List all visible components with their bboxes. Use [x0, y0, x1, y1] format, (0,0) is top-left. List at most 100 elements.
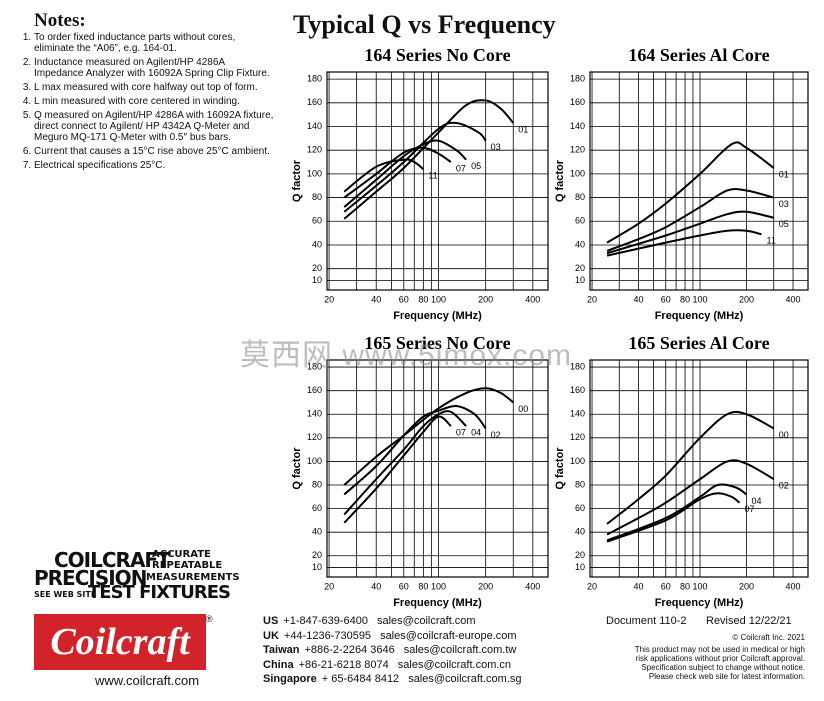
contact-email: sales@coilcraft.com — [377, 615, 476, 627]
curve-label: 04 — [752, 496, 762, 506]
x-axis-label: Frequency (MHz) — [393, 310, 482, 322]
curve-label: 02 — [779, 480, 789, 490]
brand-text: PRECISION — [34, 566, 147, 590]
note-item: Q measured on Agilent/HP 4286A with 1609… — [34, 110, 274, 143]
curve — [606, 459, 775, 536]
curve-label: 04 — [471, 427, 481, 437]
registered: ® — [206, 614, 213, 624]
logo: Coilcraft — [34, 614, 206, 670]
page-title: Typical Q vs Frequency — [293, 10, 556, 39]
x-tick-label: 60 — [661, 581, 671, 591]
y-tick-label: 140 — [570, 409, 585, 419]
curve — [606, 410, 775, 525]
disclaimer-line: Specification subject to change without … — [641, 663, 805, 672]
y-tick-label: 180 — [570, 73, 585, 83]
y-tick-label: 20 — [312, 263, 322, 273]
note-item: Electrical specifications 25°C. — [34, 160, 274, 171]
y-tick-label: 40 — [575, 239, 585, 249]
brand-text: COILCRAFT — [54, 548, 171, 572]
y-tick-label: 160 — [307, 385, 322, 395]
y-tick-label: 140 — [307, 409, 322, 419]
contact-region: China — [263, 658, 294, 671]
y-tick-label: 10 — [575, 562, 585, 572]
plot-frame — [589, 71, 809, 291]
x-tick-label: 400 — [786, 294, 801, 304]
curve-label: 05 — [779, 219, 789, 229]
y-tick-label: 100 — [307, 168, 322, 178]
contact-region: Singapore — [263, 673, 317, 685]
contact-region: US — [263, 615, 279, 627]
x-tick-label: 80 — [418, 581, 428, 591]
note-item: Current that causes a 15°C rise above 25… — [34, 146, 274, 157]
curve-label: 01 — [779, 169, 789, 179]
y-axis-label: Q factor — [554, 447, 566, 490]
x-tick-label: 20 — [587, 581, 597, 591]
contact-phone: + 65-6484 8412 — [321, 673, 400, 685]
contact-email: sales@coilcraft.com.tw — [403, 644, 517, 656]
x-tick-label: 200 — [739, 294, 754, 304]
document-revised: Revised 12/22/21 — [706, 615, 792, 627]
curve — [343, 415, 452, 524]
y-tick-label: 180 — [570, 361, 585, 371]
curve-label: 00 — [779, 430, 789, 440]
plot-frame — [326, 359, 549, 578]
contact-row: Singapore + 65-6484 8412 sales@coilcraft.c… — [263, 673, 521, 685]
y-tick-label: 10 — [312, 562, 322, 572]
curve-label: 11 — [766, 236, 775, 246]
x-tick-label: 400 — [525, 581, 540, 591]
curve — [343, 139, 467, 208]
disclaimer-line: risk applications without prior Coilcraf… — [635, 654, 805, 663]
y-tick-label: 60 — [312, 503, 322, 513]
y-tick-label: 10 — [312, 275, 322, 285]
x-tick-label: 100 — [693, 581, 708, 591]
y-tick-label: 80 — [575, 192, 585, 202]
curve — [606, 187, 774, 252]
y-axis-label: Q factor — [291, 159, 303, 202]
y-tick-label: 140 — [307, 121, 322, 131]
y-tick-label: 80 — [575, 479, 585, 489]
brand-text: REPEATABLE — [152, 560, 223, 571]
watermark: 莫西网 www.5imox.com — [240, 339, 573, 372]
note-item: Inductance measured on Agilent/HP 4286A … — [34, 57, 274, 79]
y-tick-label: 140 — [570, 121, 585, 131]
x-tick-label: 60 — [399, 581, 409, 591]
y-axis-label: Q factor — [554, 159, 566, 202]
brand-text: SEE WEB SITE — [34, 590, 97, 599]
contact-phone: +86-21-6218 8074 — [298, 658, 389, 671]
y-tick-label: 60 — [575, 216, 585, 226]
x-tick-label: 80 — [680, 294, 690, 304]
brand-text: TEST FIXTURES — [88, 582, 231, 603]
contact-email: sales@coilcraft-europe.com — [380, 629, 517, 642]
x-tick-label: 80 — [418, 294, 428, 304]
notes-title: Notes: — [34, 10, 86, 31]
curve-label: 05 — [471, 161, 481, 171]
x-tick-label: 60 — [661, 294, 671, 304]
curve-label: 03 — [491, 142, 501, 152]
contact-row: China +86-21-6218 8074 sales@coilcraft.com… — [263, 659, 511, 671]
curve — [606, 229, 762, 257]
y-tick-label: 180 — [307, 73, 322, 83]
curve-label: 01 — [518, 124, 528, 134]
y-tick-label: 180 — [307, 361, 322, 371]
x-axis-label: Frequency (MHz) — [393, 597, 482, 609]
y-tick-label: 80 — [312, 192, 322, 202]
x-tick-label: 200 — [739, 581, 754, 591]
curve-label: 11 — [428, 171, 437, 181]
curve — [343, 99, 515, 220]
x-tick-label: 40 — [634, 294, 644, 304]
contact-region: UK — [263, 629, 279, 642]
curve — [606, 210, 774, 255]
note-item: L min measured with core centered in win… — [34, 96, 274, 107]
x-axis-label: Frequency (MHz) — [655, 310, 744, 322]
y-axis-label: Q factor — [291, 447, 303, 490]
contact-row: UK +44-1236-730595 sales@coilcraft-europe.… — [263, 630, 517, 642]
curve-label: 07 — [744, 504, 754, 514]
x-axis-label: Frequency (MHz) — [655, 597, 744, 609]
y-tick-label: 40 — [575, 527, 585, 537]
curve — [606, 492, 741, 543]
y-tick-label: 20 — [575, 263, 585, 273]
curve-label: 00 — [518, 404, 528, 414]
y-tick-label: 100 — [570, 168, 585, 178]
brand-text: ACCURATE — [152, 549, 211, 560]
